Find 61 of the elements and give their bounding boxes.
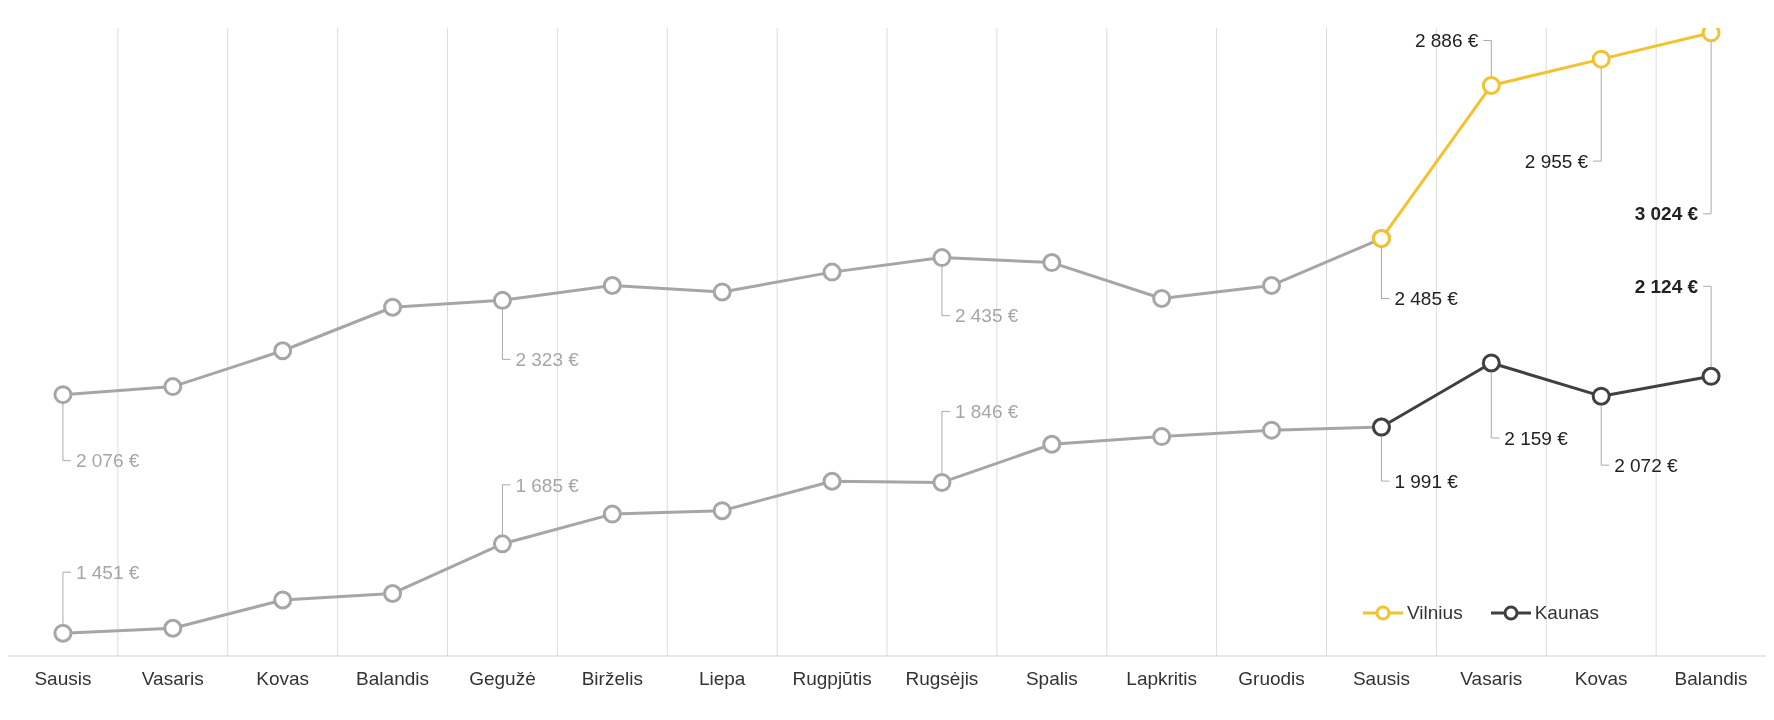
x-tick-label: Rugsėjis bbox=[905, 668, 979, 690]
point bbox=[822, 471, 842, 491]
x-tick-label: Gegužė bbox=[469, 668, 536, 690]
x-tick-label: Kovas bbox=[1574, 668, 1628, 690]
point bbox=[1042, 253, 1062, 273]
data-label: 2 076 € bbox=[75, 450, 140, 472]
x-tick-label: Sausis bbox=[1352, 668, 1410, 690]
point bbox=[273, 590, 293, 610]
data-label: 2 955 € bbox=[1524, 150, 1589, 172]
data-label: 1 991 € bbox=[1394, 470, 1459, 492]
x-tick-label: Liepa bbox=[698, 668, 746, 690]
data-label: 1 685 € bbox=[515, 474, 580, 496]
data-label: 2 435 € bbox=[954, 305, 1019, 327]
point bbox=[1042, 434, 1062, 454]
x-tick-label: Vasaris bbox=[141, 668, 204, 690]
data-label: 1 451 € bbox=[75, 561, 140, 583]
point bbox=[1481, 353, 1501, 373]
point bbox=[822, 262, 842, 282]
data-label: 2 323 € bbox=[515, 349, 580, 371]
point bbox=[163, 618, 183, 638]
x-tick-label: Vasaris bbox=[1460, 668, 1523, 690]
data-label: 2 886 € bbox=[1414, 30, 1479, 52]
point bbox=[53, 385, 73, 405]
data-label: 1 846 € bbox=[954, 401, 1019, 423]
point bbox=[492, 290, 512, 310]
point bbox=[712, 501, 732, 521]
point bbox=[1152, 288, 1172, 308]
point bbox=[1262, 275, 1282, 295]
data-label: 2 124 € bbox=[1634, 275, 1699, 297]
x-tick-label: Rugpjūtis bbox=[792, 668, 872, 690]
point bbox=[602, 504, 622, 524]
x-tick-label: Balandis bbox=[356, 668, 430, 690]
x-tick-label: Balandis bbox=[1674, 668, 1748, 690]
point bbox=[1152, 427, 1172, 447]
x-tick-label: Kovas bbox=[256, 668, 310, 690]
point bbox=[1701, 366, 1721, 386]
point bbox=[602, 275, 622, 295]
x-tick-label: Sausis bbox=[34, 668, 92, 690]
data-label: 2 485 € bbox=[1394, 288, 1459, 310]
data-label: 2 159 € bbox=[1504, 427, 1569, 449]
point bbox=[932, 472, 952, 492]
point bbox=[163, 377, 183, 397]
x-tick-label: Lapkritis bbox=[1126, 668, 1198, 690]
point bbox=[1481, 75, 1501, 95]
data-label: 2 072 € bbox=[1614, 454, 1679, 476]
point bbox=[53, 623, 73, 643]
point bbox=[932, 248, 952, 268]
point bbox=[492, 534, 512, 554]
point bbox=[383, 583, 403, 603]
point bbox=[1591, 386, 1611, 406]
x-tick-label: Gruodis bbox=[1238, 668, 1305, 690]
data-label: 3 024 € bbox=[1634, 203, 1699, 225]
legend-label: Kaunas bbox=[1534, 602, 1600, 624]
x-tick-label: Spalis bbox=[1025, 668, 1078, 690]
x-tick-label: Birželis bbox=[581, 668, 643, 690]
legend-label: Vilnius bbox=[1407, 602, 1463, 624]
point bbox=[1591, 49, 1611, 69]
point bbox=[273, 341, 293, 361]
point bbox=[1262, 420, 1282, 440]
point bbox=[712, 282, 732, 302]
point bbox=[383, 297, 403, 317]
